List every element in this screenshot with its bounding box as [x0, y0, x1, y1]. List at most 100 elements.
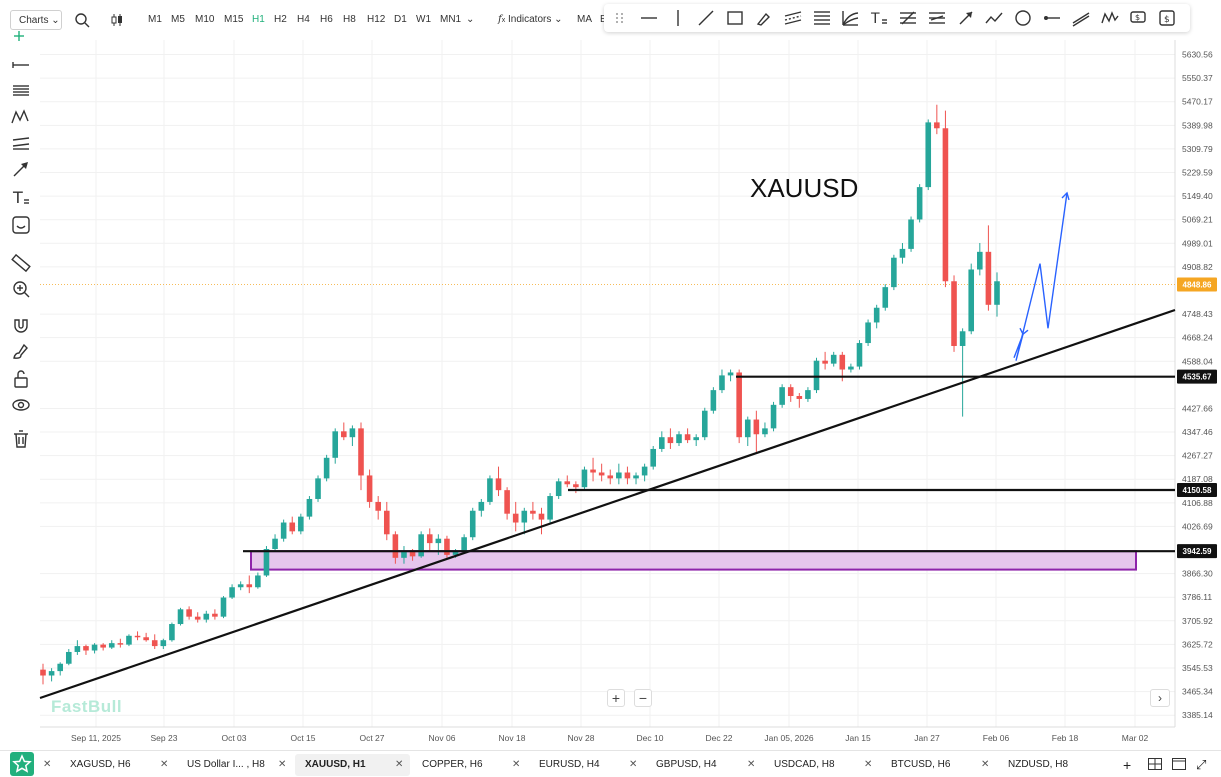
fib-retracement-icon[interactable]	[812, 8, 832, 28]
close-icon[interactable]: ✕	[747, 759, 756, 770]
close-icon[interactable]: ✕	[629, 759, 638, 770]
extended-line-icon[interactable]	[1071, 8, 1091, 28]
close-icon[interactable]: ✕	[278, 759, 287, 770]
candle	[392, 531, 399, 564]
fib-fan-icon[interactable]	[840, 8, 860, 28]
price-label-icon[interactable]: $	[1128, 8, 1148, 28]
favorites-star-button[interactable]	[10, 752, 34, 776]
symbol-tab[interactable]: XAUUSD, H1	[295, 754, 410, 776]
symbol-tab[interactable]: GBPUSD, H4	[646, 754, 761, 776]
timeframe-h2[interactable]: H2	[274, 14, 287, 25]
timeframe-h6[interactable]: H6	[320, 14, 333, 25]
symbol-tab[interactable]: COPPER, H6	[412, 754, 527, 776]
symbol-tab-label: US Dollar I... , H8	[187, 759, 265, 770]
candle-body	[693, 437, 699, 441]
charts-menu-button[interactable]: Charts ⌄	[10, 10, 62, 30]
zoom-icon[interactable]	[10, 278, 32, 300]
brush-icon[interactable]	[10, 340, 32, 362]
rectangle-icon[interactable]	[725, 8, 745, 28]
gann-icon[interactable]	[927, 8, 947, 28]
close-icon[interactable]: ✕	[981, 759, 990, 770]
symbol-tab[interactable]: XAGUSD, H6	[60, 754, 175, 776]
xabcd-icon[interactable]	[1100, 8, 1120, 28]
circle-icon[interactable]	[1013, 8, 1033, 28]
close-icon[interactable]: ✕	[395, 759, 404, 770]
horizontal-line-icon[interactable]	[10, 54, 32, 76]
timeframe-h4[interactable]: H4	[297, 14, 310, 25]
vertical-line-icon[interactable]	[668, 8, 688, 28]
magnet-icon[interactable]	[10, 314, 32, 336]
timeframe-w1[interactable]: W1	[416, 14, 431, 25]
text-tool-icon[interactable]: T	[869, 8, 889, 28]
close-icon[interactable]: ✕	[864, 759, 873, 770]
support-zone[interactable]	[250, 550, 1137, 571]
pattern-icon[interactable]	[10, 106, 32, 128]
timeframe-dropdown-icon[interactable]: ⌄	[466, 14, 475, 25]
timeframe-d1[interactable]: D1	[394, 14, 407, 25]
projection-path[interactable]	[1013, 192, 1068, 361]
brush-icon[interactable]	[754, 8, 774, 28]
emoji-icon[interactable]	[10, 214, 32, 236]
y-tick-label: 5149.40	[1182, 191, 1213, 201]
polyline-icon[interactable]	[984, 8, 1004, 28]
timeframe-m1[interactable]: M1	[148, 14, 162, 25]
text-icon[interactable]: T	[10, 186, 32, 208]
symbol-tab[interactable]: EURUSD, H4	[529, 754, 644, 776]
candle	[100, 643, 106, 651]
timeframe-mn1[interactable]: MN1	[440, 14, 462, 25]
candlestick-type-icon[interactable]	[109, 12, 125, 28]
trendline[interactable]	[39, 308, 1176, 700]
close-icon[interactable]: ✕	[43, 759, 52, 770]
ma-button[interactable]: MA	[577, 14, 592, 25]
crosshair-icon[interactable]	[10, 28, 32, 50]
ruler-icon[interactable]	[10, 252, 32, 274]
zoom-in-button[interactable]: +	[607, 689, 625, 707]
timeframe-m15[interactable]: M15	[224, 14, 244, 25]
search-icon[interactable]	[74, 12, 90, 28]
parallel-channel-icon[interactable]	[783, 8, 803, 28]
candle	[220, 596, 227, 619]
symbol-tab[interactable]: NZDUSD, H8	[998, 754, 1113, 776]
price-chart[interactable]: 5630.56 5550.37 5470.17 5389.98 5309.79 5229.…	[0, 0, 1221, 750]
eye-icon[interactable]	[10, 394, 32, 416]
extra-button[interactable]: E	[600, 10, 607, 30]
timeframe-m5[interactable]: M5	[171, 14, 185, 25]
drag-handle-icon[interactable]	[610, 8, 630, 28]
candle	[323, 454, 330, 482]
window-icon[interactable]	[1172, 758, 1186, 770]
add-tab-button[interactable]: +	[1123, 757, 1132, 773]
timeframe-h12[interactable]: H12	[367, 14, 386, 25]
candle	[813, 357, 820, 394]
pitchfork-icon[interactable]	[898, 8, 918, 28]
symbol-tab[interactable]: US Dollar I... , H8	[177, 754, 292, 776]
ray-icon[interactable]	[1042, 8, 1062, 28]
x-tick-label: Feb 06	[983, 733, 1010, 743]
candle	[74, 640, 81, 655]
candle-body	[91, 644, 98, 651]
arrow-tool-icon[interactable]	[956, 8, 976, 28]
indicators-button[interactable]: fx Indicators ⌄	[498, 14, 563, 25]
close-icon[interactable]: ✕	[160, 759, 169, 770]
close-icon[interactable]: ✕	[512, 759, 521, 770]
lock-icon[interactable]	[10, 368, 32, 390]
trash-icon[interactable]	[10, 428, 32, 450]
symbol-tab[interactable]: BTCUSD, H6	[881, 754, 996, 776]
candle-body	[409, 551, 416, 557]
timeframe-m10[interactable]: M10	[195, 14, 215, 25]
horizontal-segment-icon[interactable]	[639, 8, 659, 28]
scroll-right-button[interactable]: ›	[1150, 689, 1170, 707]
candle-body	[616, 472, 622, 479]
last-price-tag	[1177, 277, 1217, 292]
timeframe-h8[interactable]: H8	[343, 14, 356, 25]
zoom-out-button[interactable]: −	[634, 689, 652, 707]
symbol-tab[interactable]: USDCAD, H8	[764, 754, 879, 776]
arrow-icon[interactable]	[10, 158, 32, 180]
fib-icon[interactable]	[10, 80, 32, 102]
candle-body	[908, 219, 914, 249]
timeframe-h1[interactable]: H1	[252, 14, 265, 25]
layout-icon[interactable]	[1148, 758, 1162, 770]
trendline-icon[interactable]	[696, 8, 716, 28]
money-icon[interactable]: $	[1157, 8, 1177, 28]
expand-icon[interactable]: ⤢	[1196, 757, 1207, 772]
channel-icon[interactable]	[10, 132, 32, 154]
